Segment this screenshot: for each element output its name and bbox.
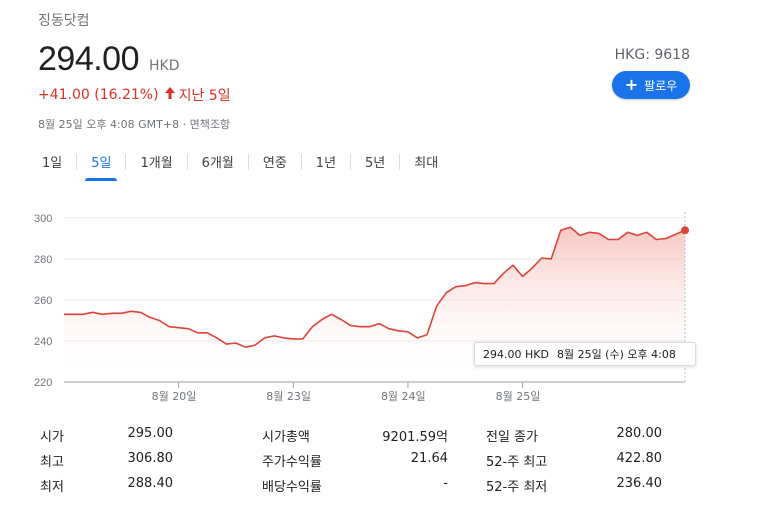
stat-cell: 시가총액 9201.59억 <box>262 426 448 445</box>
stat-value: 21.64 <box>410 451 448 466</box>
stat-label: 시가총액 <box>262 430 310 445</box>
company-name: 징동닷컴 <box>38 13 90 29</box>
stats-row: 최저 288.40 배당수익률 - 52-주 최저 236.40 <box>40 473 730 498</box>
stat-label: 52-주 최고 <box>486 455 548 470</box>
tab-separator <box>247 153 249 170</box>
tab-range[interactable]: 1일 <box>42 156 63 171</box>
stat-value: 295.00 <box>127 426 174 441</box>
tab-range[interactable]: 1개월 <box>140 156 173 171</box>
tab-separator <box>125 153 127 170</box>
stat-cell: 최저 288.40 <box>40 476 173 495</box>
hover-point <box>681 226 689 235</box>
stat-cell: 배당수익률 - <box>262 476 448 495</box>
stat-value: 288.40 <box>127 476 174 491</box>
stat-cell: 52-주 최고 422.80 <box>486 451 662 470</box>
stat-cell: 최고 306.80 <box>40 451 173 470</box>
tab-separator <box>399 153 401 170</box>
stat-cell: 주가수익률 21.64 <box>262 451 448 470</box>
x-tick-label: 8월 24일 <box>381 389 426 403</box>
y-tick-label: 240 <box>34 336 52 348</box>
stats-table: 시가 295.00 시가총액 9201.59억 전일 종가 280.00 최고 306.80 주… <box>40 423 730 498</box>
y-tick-label: 220 <box>34 377 52 389</box>
change-period: 지난 5일 <box>178 88 231 104</box>
tab-range[interactable]: 연중 <box>262 156 287 171</box>
ticker-symbol: HKG: 9618 <box>614 47 690 63</box>
stat-label: 배당수익률 <box>262 480 322 495</box>
price-line <box>64 226 686 348</box>
price-change: +41.00 (16.21%) 지난 5일 <box>38 85 231 105</box>
stat-label: 주가수익률 <box>262 455 322 470</box>
tab-range[interactable]: 5년 <box>365 156 386 171</box>
tooltip-time: 8월 25일 (수) 오후 4:08 <box>556 348 676 361</box>
tooltip-value: 294.00 HKD <box>483 347 549 361</box>
tab-range[interactable]: 1년 <box>315 156 337 171</box>
stat-label: 52-주 최저 <box>486 480 548 495</box>
y-tick-label: 300 <box>34 213 52 225</box>
stat-label: 전일 종가 <box>486 430 538 445</box>
stat-value: - <box>443 476 448 491</box>
change-value: +41.00 (16.21%) <box>38 87 159 103</box>
follow-button[interactable]: + 팔로우 <box>612 71 690 99</box>
tab-separator <box>76 153 78 170</box>
stat-value: 306.80 <box>127 451 174 466</box>
y-tick-label: 280 <box>34 254 52 266</box>
x-tick-label: 8월 23일 <box>266 389 311 403</box>
follow-label: 팔로우 <box>644 78 678 93</box>
tab-separator <box>300 153 302 170</box>
tab-range[interactable]: 최대 <box>414 156 439 171</box>
timestamp-disclaimer[interactable]: 8월 25일 오후 4:08 GMT+8 · 면책조항 <box>38 118 231 131</box>
stat-cell: 52-주 최저 236.40 <box>486 476 662 495</box>
tab-separator <box>350 153 352 170</box>
stats-row: 시가 295.00 시가총액 9201.59억 전일 종가 280.00 <box>40 423 730 448</box>
stat-value: 422.80 <box>616 451 663 466</box>
stat-cell: 전일 종가 280.00 <box>486 426 662 445</box>
plus-icon: + <box>624 75 639 94</box>
stat-value: 236.40 <box>616 476 663 491</box>
x-tick-label: 8월 25일 <box>496 389 541 403</box>
stat-cell: 시가 295.00 <box>40 426 173 445</box>
tab-range[interactable]: 6개월 <box>201 156 234 171</box>
stat-value: 9201.59억 <box>382 430 448 445</box>
range-tabs: 1일 5일 1개월 6개월 연중 1년 5년 최대 <box>38 150 452 181</box>
y-tick-label: 260 <box>34 295 52 307</box>
stat-value: 280.00 <box>616 426 663 441</box>
currency-label: HKD <box>149 58 180 74</box>
stat-label: 최저 <box>40 480 64 495</box>
chart-tooltip: 294.00 HKD 8월 25일 (수) 오후 4:08 <box>474 342 696 366</box>
price-row: 294.00 HKD <box>38 40 180 79</box>
price-chart[interactable]: 300 280 260 240 220 8월 20일 8월 23일 8월 24일 8월 25일 <box>0 190 780 410</box>
x-tick-label: 8월 20일 <box>152 389 197 403</box>
tab-range[interactable]: 5일 <box>77 150 125 181</box>
stat-label: 최고 <box>40 455 64 470</box>
stat-label: 시가 <box>40 430 64 445</box>
stats-row: 최고 306.80 주가수익률 21.64 52-주 최고 422.80 <box>40 448 730 473</box>
arrow-up-icon <box>164 87 175 103</box>
tab-separator <box>186 153 188 170</box>
current-price: 294.00 <box>38 40 140 78</box>
